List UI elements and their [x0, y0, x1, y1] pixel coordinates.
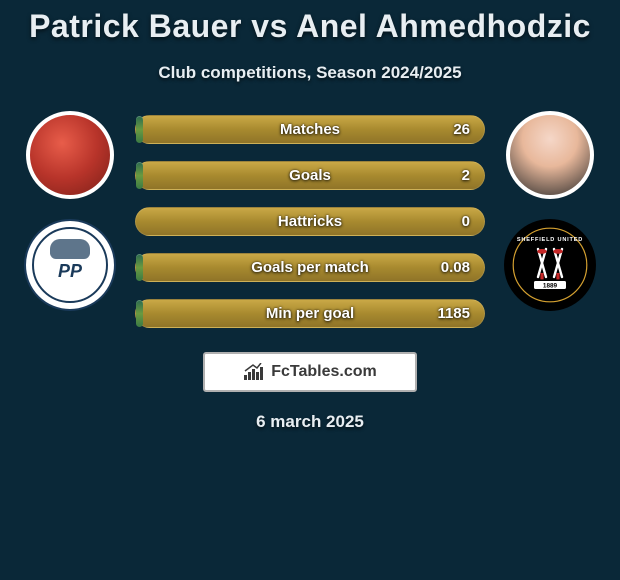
crest-lamb-icon	[50, 239, 90, 259]
stat-bar: Hattricks0	[135, 207, 485, 236]
left-column: PP	[15, 111, 125, 311]
player1-club-crest: PP	[24, 219, 116, 311]
svg-text:SHEFFIELD UNITED: SHEFFIELD UNITED	[517, 237, 583, 243]
stat-label: Hattricks	[136, 208, 484, 235]
comparison-card: Patrick Bauer vs Anel Ahmedhodzic Club c…	[0, 0, 620, 432]
source-badge: FcTables.com	[203, 352, 417, 392]
stat-value: 0	[462, 208, 470, 235]
crest-abbrev: PP	[58, 261, 82, 282]
stat-value: 1185	[437, 300, 470, 327]
stat-bar: Goals per match0.08	[135, 253, 485, 282]
stat-label: Matches	[136, 116, 484, 143]
stat-bar: Min per goal1185	[135, 299, 485, 328]
player1-avatar	[26, 111, 114, 199]
player2-avatar	[506, 111, 594, 199]
page-title: Patrick Bauer vs Anel Ahmedhodzic	[0, 8, 620, 45]
stat-bar: Matches26	[135, 115, 485, 144]
stat-value: 0.08	[441, 254, 470, 281]
stat-label: Goals per match	[136, 254, 484, 281]
subtitle: Club competitions, Season 2024/2025	[0, 63, 620, 83]
date-label: 6 march 2025	[0, 412, 620, 432]
stat-value: 2	[462, 162, 470, 189]
badge-text: FcTables.com	[271, 363, 377, 381]
stat-bar: Goals2	[135, 161, 485, 190]
main-row: PP Matches26 Goals2 Hattricks0 Goals per ma…	[0, 111, 620, 328]
sheffield-crest-icon: SHEFFIELD UNITED 1889	[510, 225, 590, 305]
chart-icon	[243, 363, 265, 381]
crest-year: 1889	[543, 282, 558, 289]
stat-bars: Matches26 Goals2 Hattricks0 Goals per match…	[135, 111, 485, 328]
right-column: SHEFFIELD UNITED 1889	[495, 111, 605, 311]
player2-club-crest: SHEFFIELD UNITED 1889	[504, 219, 596, 311]
stat-label: Min per goal	[136, 300, 484, 327]
stat-value: 26	[453, 116, 470, 143]
stat-label: Goals	[136, 162, 484, 189]
